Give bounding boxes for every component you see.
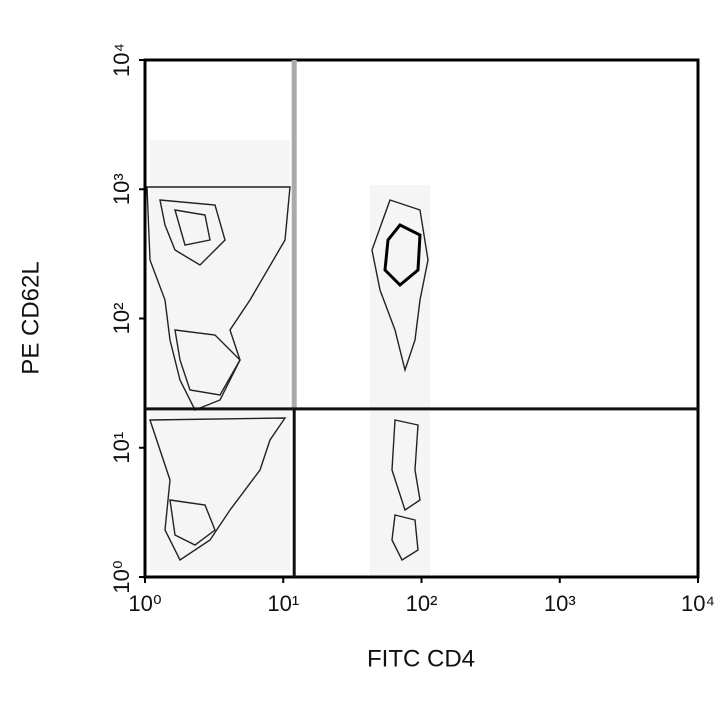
x-tick-label: 10⁴ bbox=[681, 591, 715, 616]
contours bbox=[146, 140, 430, 575]
contour bbox=[391, 514, 419, 562]
contour bbox=[371, 199, 429, 373]
contour bbox=[169, 499, 216, 546]
contour bbox=[383, 223, 422, 288]
x-tick-label: 10¹ bbox=[267, 591, 299, 616]
x-axis-title: FITC CD4 bbox=[367, 645, 475, 672]
y-tick-label: 10⁰ bbox=[109, 560, 134, 593]
contour bbox=[146, 186, 291, 411]
x-tick-label: 10⁰ bbox=[128, 591, 161, 616]
contour bbox=[159, 199, 226, 266]
contour bbox=[174, 209, 211, 246]
y-tick-label: 10³ bbox=[109, 173, 134, 205]
x-tick-label: 10² bbox=[406, 591, 438, 616]
y-axis-title: PE CD62L bbox=[17, 261, 44, 374]
y-tick-label: 10⁴ bbox=[109, 43, 134, 77]
y-tick-label: 10¹ bbox=[109, 432, 134, 464]
x-tick-label: 10³ bbox=[544, 591, 576, 616]
contour bbox=[174, 329, 241, 396]
contour bbox=[391, 419, 421, 512]
contour bbox=[149, 417, 287, 562]
y-tick-label: 10² bbox=[109, 303, 134, 335]
